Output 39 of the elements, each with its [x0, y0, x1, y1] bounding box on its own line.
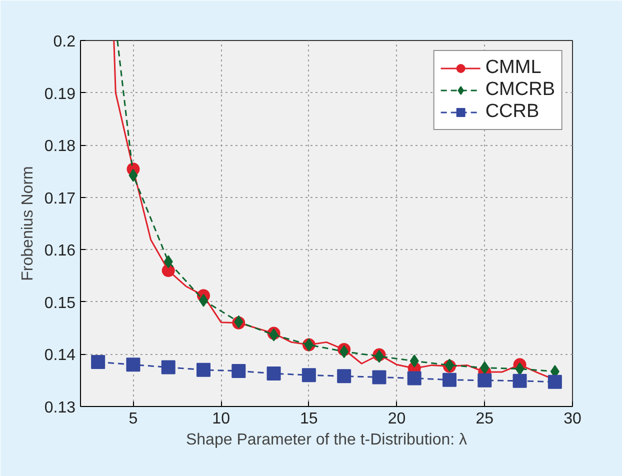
point [196, 362, 210, 377]
point [164, 255, 173, 268]
point [548, 374, 562, 389]
point [515, 362, 524, 376]
point [410, 354, 419, 368]
point [128, 168, 138, 182]
y-tick-label: 0.2 [53, 34, 76, 50]
point [407, 371, 422, 386]
point [372, 370, 386, 384]
point [340, 345, 349, 358]
legend-label: CMCRB [485, 79, 555, 101]
point [161, 360, 176, 374]
x-tick-label: 15 [300, 410, 318, 428]
point [126, 358, 140, 372]
point [478, 373, 492, 388]
x-tick-label: 25 [476, 410, 494, 428]
y-tick-label: 0.19 [44, 86, 76, 103]
point [232, 364, 246, 378]
x-tick-label: 30 [564, 410, 582, 428]
y-axis-title: Frobenius Norm [19, 166, 36, 281]
x-tick-label: 5 [128, 410, 138, 428]
point [302, 368, 316, 382]
legend-label: CCRB [485, 101, 540, 123]
y-tick-label: 0.18 [44, 138, 76, 156]
x-tick-label: 20 [388, 410, 406, 428]
y-tick-label: 0.14 [44, 347, 76, 364]
point [442, 372, 456, 387]
point [337, 369, 352, 384]
legend-label: CMML [485, 57, 542, 79]
y-tick-label: 0.16 [44, 242, 76, 260]
point [91, 355, 106, 370]
y-tick-label: 0.15 [44, 294, 76, 312]
y-tick-label: 0.13 [44, 400, 76, 416]
x-tick-label: 10 [212, 410, 230, 428]
x-axis-title: Shape Parameter of the t-Distribution: λ [186, 432, 468, 448]
point [480, 361, 490, 374]
point [266, 366, 281, 381]
point [512, 374, 527, 388]
y-tick-label: 0.17 [44, 190, 76, 208]
